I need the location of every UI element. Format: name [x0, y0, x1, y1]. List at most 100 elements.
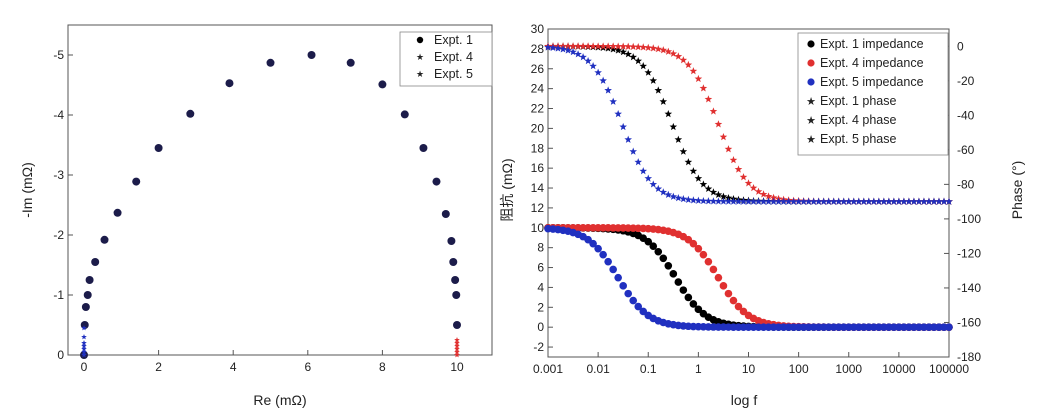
bode-phase-star-3	[789, 197, 798, 205]
bode-phase-star-2	[634, 43, 643, 51]
bode-x-tick-label: 100000	[929, 362, 969, 376]
bode-y-right-tick-label: -180	[957, 350, 981, 364]
nyquist-x-tick-label: 8	[379, 360, 386, 374]
bode-phase-star-2	[664, 47, 673, 55]
bode-phase-star-3	[564, 46, 572, 54]
nyquist-point-1	[378, 80, 387, 89]
bode-phase-star-3	[639, 167, 648, 175]
bode-impedance-point-3	[945, 323, 953, 331]
bode-phase-star-1	[629, 53, 638, 61]
bode-phase-star-1	[624, 50, 632, 58]
bode-phase-star-2	[604, 42, 612, 50]
nyquist-y-tick-label: -5	[53, 48, 64, 62]
bode-x-tick-label: 0.001	[533, 362, 563, 376]
bode-phase-star-3	[839, 197, 848, 205]
bode-legend-box	[797, 32, 949, 156]
bode-phase-star-1	[689, 167, 698, 175]
nyquist-star-3	[81, 334, 87, 340]
bode-phase-star-2	[699, 84, 708, 92]
legend-label-expt4-phase: Expt. 4 phase	[820, 113, 896, 127]
bode-phase-star-1	[679, 147, 688, 155]
bode-phase-star-2	[719, 133, 728, 141]
bode-impedance-point-1	[644, 237, 653, 246]
nyquist-y-tick-label: -1	[53, 288, 64, 302]
legend-label-expt4-impedance: Expt. 4 impedance	[820, 56, 924, 70]
bode-phase-star-2	[764, 192, 773, 200]
bode-phase-star-2	[734, 165, 743, 173]
legend-label-expt4: Expt. 4	[434, 50, 473, 64]
bode-phase-star-1	[614, 46, 622, 54]
bode-y-left-tick-label: 4	[537, 280, 544, 294]
bode-y-left-tick-label: 18	[531, 141, 545, 155]
nyquist-x-axis-label: Re (mΩ)	[253, 392, 306, 408]
bode-phase-star-3	[729, 197, 738, 205]
bode-phase-star-3	[689, 196, 698, 204]
bode-y-left-axis-label: 阻抗 (mΩ)	[499, 158, 515, 221]
bode-phase-star-3	[910, 197, 918, 205]
bode-phase-star-2	[739, 173, 748, 181]
bode-impedance-point-1	[659, 254, 668, 263]
bode-phase-star-3	[619, 122, 627, 131]
bode-phase-star-3	[669, 192, 678, 200]
bode-phase-star-3	[814, 197, 823, 205]
bode-chart: 0.001 0.01 0.1 1 10 100 1000 10000 100000-202468…	[499, 22, 1025, 408]
bode-phase-star-2	[594, 42, 602, 50]
nyquist-point-1	[80, 321, 89, 329]
bode-impedance-point-3	[589, 239, 597, 248]
bode-phase-star-3	[589, 62, 597, 70]
bode-x-axis-label: log f	[731, 392, 758, 408]
legend-label-expt5: Expt. 5	[434, 67, 473, 81]
nyquist-star-2	[454, 352, 460, 358]
nyquist-star-3	[81, 352, 87, 358]
bode-phase-star-2	[654, 45, 663, 53]
bode-phase-star-2	[659, 46, 668, 54]
bode-phase-star-3	[804, 197, 813, 205]
bode-phase-star-3	[624, 135, 632, 143]
bode-phase-star-2	[679, 56, 688, 64]
bode-phase-star-1	[654, 86, 663, 94]
bode-phase-star-2	[724, 145, 733, 153]
bode-phase-star-3	[824, 197, 833, 205]
bode-phase-star-3	[574, 50, 582, 58]
nyquist-point-1	[453, 321, 461, 329]
bode-impedance-point-3	[629, 296, 638, 305]
bode-impedance-point-1	[654, 247, 663, 256]
bode-impedance-point-2	[704, 257, 713, 266]
legend-label-expt5-impedance: Expt. 5 impedance	[820, 75, 924, 89]
bode-phase-star-3	[749, 197, 758, 205]
bode-phase-star-1	[669, 122, 678, 131]
bode-phase-star-3	[579, 53, 587, 61]
bode-phase-star-3	[784, 197, 793, 205]
bode-phase-star-3	[559, 45, 567, 53]
bode-phase-star-2	[639, 43, 648, 51]
bode-y-left-tick-label: 20	[531, 121, 545, 135]
bode-phase-star-3	[870, 197, 878, 205]
bode-impedance-point-1	[664, 261, 673, 270]
nyquist-point-1	[432, 177, 441, 186]
bode-phase-star-2	[599, 42, 607, 50]
bode-y-left-tick-label: 14	[531, 181, 545, 195]
bode-phase-star-3	[809, 197, 818, 205]
nyquist-y-tick-label: -4	[53, 108, 64, 122]
bode-phase-star-1	[699, 180, 708, 188]
bode-x-tick-label: 100	[789, 362, 809, 376]
bode-x-tick-label: 0.01	[586, 362, 610, 376]
nyquist-y-tick-label: 0	[57, 348, 64, 362]
bode-impedance-point-2	[714, 273, 723, 282]
nyquist-point-1	[81, 303, 90, 311]
bode-phase-star-1	[704, 184, 713, 193]
bode-phase-star-1	[664, 110, 673, 118]
legend-marker-expt1-impedance	[807, 40, 815, 48]
nyquist-point-1	[307, 51, 316, 59]
bode-impedance-point-2	[689, 239, 698, 248]
nyquist-points	[80, 51, 461, 359]
nyquist-star-3	[81, 340, 87, 346]
legend-marker-expt4: ★	[416, 52, 424, 62]
bode-y-left-tick-label: 10	[531, 221, 545, 235]
bode-impedance-point-3	[624, 289, 632, 298]
legend-label-expt1-phase: Expt. 1 phase	[820, 94, 896, 108]
bode-phase-star-2	[689, 67, 698, 75]
bode-phase-star-2	[624, 42, 632, 50]
bode-phase-star-2	[629, 42, 638, 51]
bode-phase-star-3	[594, 68, 602, 76]
